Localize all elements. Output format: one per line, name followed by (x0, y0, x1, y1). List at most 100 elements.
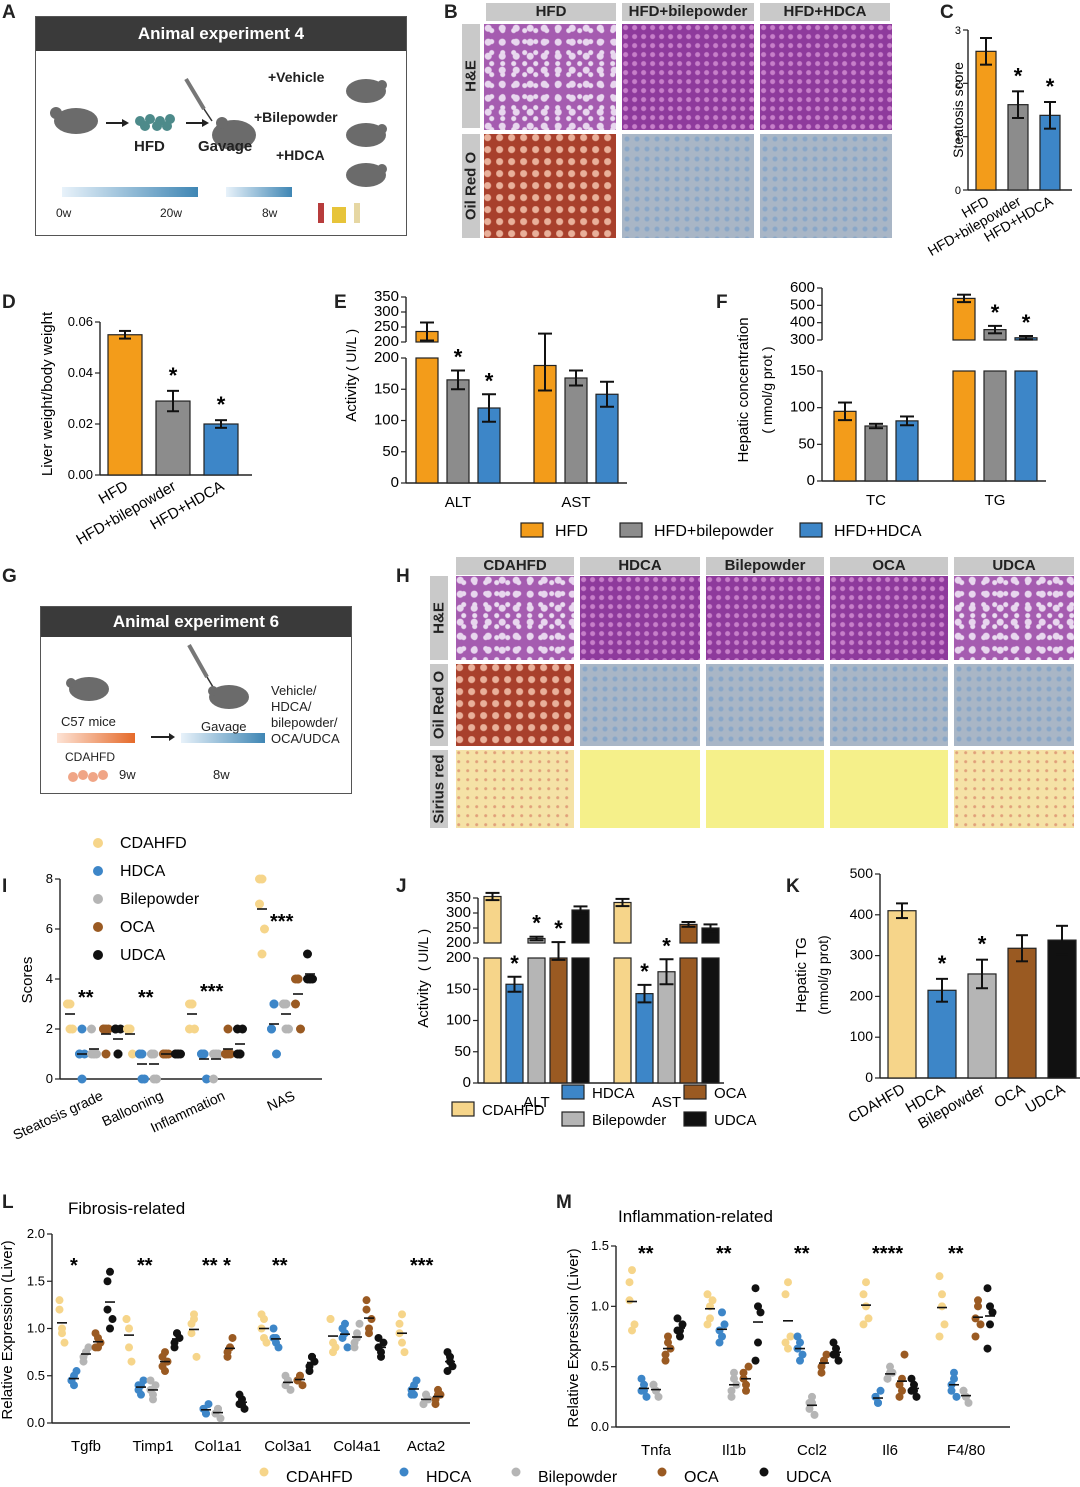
chart-D-y-tick-label: 0.00 (68, 467, 93, 482)
chart-M-point (739, 1368, 748, 1377)
chart-M-point (630, 1320, 639, 1329)
chart-J-low-y-tick-label: 200 (446, 949, 471, 966)
chart-M-point (859, 1320, 868, 1329)
chart-M-point (706, 1314, 714, 1323)
chart-L-point (419, 1400, 428, 1409)
chart-M-point (727, 1392, 736, 1401)
legend-ef-swatch (619, 522, 643, 538)
chart-M-point (784, 1344, 792, 1353)
chart-L-point (400, 1348, 409, 1357)
chart-K-category-label: CDAHFD (845, 1081, 908, 1127)
chart-D-y-tick-label: 0.06 (68, 314, 93, 329)
legend-ef-label: HFD+HDCA (834, 523, 922, 540)
micrograph-hdca-he (760, 24, 892, 130)
legend-lm-dot (511, 1467, 521, 1477)
chart-E-group-label: ALT (445, 494, 471, 511)
chart-L-category-label: Col4a1 (333, 1438, 381, 1455)
legend-j-label: CDAHFD (482, 1102, 545, 1119)
legend-i-dot (93, 922, 103, 932)
histology-col-hdca: HFD+HDCA (760, 3, 890, 21)
chart-F-high-y-tick-label: 500 (790, 296, 815, 313)
chart-J-sig: * (640, 959, 649, 984)
chart-J-high-y-tick-label: 300 (446, 904, 471, 921)
micrograph-bilepowder-oil-red-o (706, 664, 824, 746)
legend-ef-label: HFD (555, 523, 588, 540)
chart-F-sig: * (1022, 310, 1031, 335)
chart-L-point (192, 1352, 201, 1361)
chart-I-point (113, 1049, 123, 1059)
chart-M-point (935, 1272, 944, 1281)
chart-M-point (742, 1380, 750, 1389)
mouse-icon (346, 123, 387, 147)
chart-M-sig: ** (638, 1243, 654, 1265)
chart-D-y-tick-label: 0.04 (68, 365, 93, 380)
chart-M-point (886, 1362, 894, 1371)
chart-I-y-tick-label: 4 (46, 971, 53, 986)
chart-K-sig: * (978, 932, 987, 957)
chart-I-ylabel: Scores (19, 957, 36, 1004)
panel-letter-f: F (716, 292, 728, 313)
chart-C-ylabel: Steatosis score (950, 62, 966, 158)
chart-J-sig: * (532, 911, 541, 936)
chart-L-point (187, 1329, 196, 1338)
chart-M-point (720, 1320, 729, 1329)
panel-letter-j: J (396, 876, 407, 897)
chart-C-y-tick-label: 3 (955, 25, 961, 37)
chart-L-point (407, 1390, 416, 1399)
chart-F-ylabel: Hepatic concentration (735, 317, 752, 462)
schematic-title: Animal experiment 4 (36, 17, 406, 51)
chart-M-point (796, 1356, 804, 1365)
chart-M-point (784, 1278, 792, 1287)
chart-K-y-tick-label: 100 (850, 1028, 874, 1044)
chart-L-point (308, 1352, 316, 1361)
chart-L-point (122, 1315, 131, 1324)
chart-M-point (727, 1386, 736, 1395)
chart-F-bar (864, 425, 888, 482)
chart-L-point (125, 1343, 133, 1352)
chart-L-y-tick-label: 2.0 (27, 1226, 45, 1241)
chart-E-high-y-tick-label: 300 (374, 303, 399, 320)
chart-L-point (296, 1371, 304, 1380)
chart-M-point (876, 1386, 885, 1395)
chart-I-point (187, 999, 197, 1009)
chart-D-ylabel: Liver weight/body weight (39, 311, 56, 476)
chart-L-y-tick-label: 0.0 (27, 1415, 45, 1430)
chart-L-point (94, 1343, 102, 1352)
hfd-label: HFD (134, 138, 165, 155)
chart-M-point (664, 1338, 672, 1347)
chart-C-sig: * (1014, 63, 1023, 88)
chart-L-point (272, 1333, 280, 1342)
histology-h-col-oca: OCA (830, 557, 948, 575)
chart-M-sig: ** (794, 1243, 810, 1265)
chart-I-y-tick-label: 6 (46, 921, 53, 936)
legend-ef-swatch (799, 522, 823, 538)
micrograph-hfd-oil-red-o (484, 134, 616, 238)
chart-E-group-label: AST (561, 494, 590, 511)
chart-J-bar (527, 957, 546, 1084)
chart-L-point (431, 1400, 440, 1409)
legend-lm-label: CDAHFD (286, 1469, 353, 1486)
chart-F-bar (952, 370, 976, 482)
mouse-icon (208, 685, 249, 709)
chart-J-high-y-tick-label: 200 (446, 934, 471, 951)
chart-M-point (895, 1380, 904, 1389)
chart-M-category-label: F4/80 (947, 1442, 985, 1459)
micrograph-cdahfd-he (456, 576, 574, 660)
chart-M-point (983, 1284, 992, 1293)
chart-M-point (751, 1284, 760, 1293)
chart-M-point (628, 1326, 636, 1335)
chart-M-point (793, 1332, 802, 1341)
chart-M-point (718, 1332, 726, 1341)
micrograph-oca-oil-red-o (830, 664, 948, 746)
chart-I-point (260, 924, 269, 934)
chart-J-bar (679, 957, 698, 1084)
chart-L-point (82, 1348, 90, 1357)
histology-row-oil-red-o: Oil Red O (462, 134, 480, 238)
chart-M-category-label: Il6 (882, 1442, 898, 1459)
legend-i-label: UDCA (120, 947, 166, 964)
chart-L-point (137, 1381, 145, 1390)
chart-M-point (673, 1314, 682, 1323)
chart-J-low-y-tick-label: 100 (446, 1012, 471, 1029)
chart-L-point (305, 1367, 314, 1376)
chart-D-bar (203, 423, 239, 476)
